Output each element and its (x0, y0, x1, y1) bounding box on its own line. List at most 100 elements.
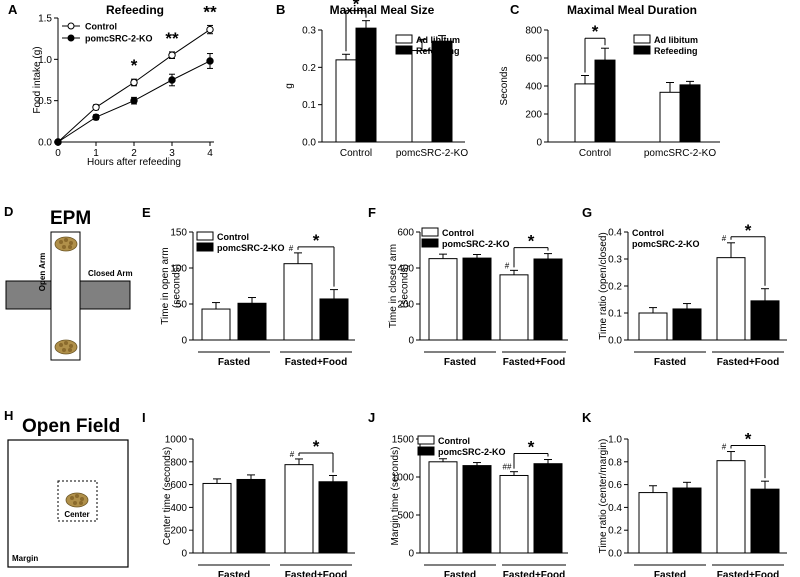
legend-label: Refeeding (416, 46, 460, 56)
legend-marker (67, 34, 75, 42)
y-tick-label: 0.5 (38, 96, 52, 107)
y-axis-label: Food intake (g) (32, 46, 43, 113)
y-tick-label: 0.8 (608, 457, 622, 468)
food-crumb (62, 348, 66, 352)
y-tick-label: 0.2 (302, 63, 316, 74)
food-crumb (70, 496, 74, 500)
chart-title: Refeeding (106, 3, 164, 17)
y-tick-label: 0 (408, 336, 414, 347)
y-tick-label: 200 (397, 300, 414, 311)
y-tick-label: 0.2 (608, 526, 622, 537)
legend-label: Control (632, 228, 664, 238)
bar-ko (237, 302, 267, 341)
significance-marker: * (131, 56, 138, 75)
y-tick-label: 0.1 (608, 309, 622, 320)
x-tick-label: 2 (131, 148, 137, 159)
hash-marker: # (722, 234, 727, 243)
significance-marker: ** (165, 29, 179, 48)
bar-ko (236, 478, 266, 554)
category-label: Fasted (444, 357, 476, 368)
food-crumb (59, 240, 63, 244)
y-tick-label: 1000 (165, 435, 188, 446)
bar-control (411, 50, 433, 143)
y-tick-label: 600 (170, 480, 187, 491)
closed-arm-label: Closed Arm (88, 269, 133, 278)
legend-swatch (417, 446, 435, 456)
bar-control (428, 258, 458, 341)
panel-label: K (582, 410, 592, 425)
y-axis-label: Margin time (seconds) (390, 447, 401, 546)
legend-label: Ad libitum (416, 35, 460, 45)
y-axis-label: Center time (seconds) (162, 447, 173, 545)
bar-ko (672, 308, 702, 341)
bar-control (638, 312, 668, 341)
legend-label: Control (438, 436, 470, 446)
y-tick-label: 0.0 (38, 138, 52, 149)
open-arm-label: Open Arm (38, 253, 47, 291)
bar-control (638, 492, 668, 554)
bar-ko (750, 300, 780, 341)
hash-marker: # (505, 261, 510, 270)
open-arm (50, 231, 81, 361)
data-point (168, 51, 176, 59)
data-point (92, 103, 100, 111)
y-tick-label: 150 (170, 228, 187, 239)
panel-label: D (4, 204, 13, 219)
category-label: Fasted+Food (717, 357, 780, 368)
x-tick-label: 1 (93, 148, 99, 159)
bar-control (716, 257, 746, 341)
legend-swatch (196, 242, 214, 252)
bar-ko (594, 59, 616, 143)
panel-e: E 0 50 100 150 Time in open arm(seconds) Faste… (142, 205, 355, 368)
food-crumb (68, 245, 72, 249)
data-point (130, 78, 138, 87)
panel-a: A Refeeding 0.0 0.5 1.0 1.5 0 1 2 3 4 Hours after r… (8, 2, 217, 168)
food-pellet-icon (65, 492, 89, 508)
y-tick-label: 200 (525, 110, 542, 121)
bar-ko (672, 487, 702, 554)
food-crumb (64, 341, 68, 345)
y-tick-label: 500 (397, 511, 414, 522)
bar-ko (679, 84, 701, 143)
bar-control (428, 461, 458, 554)
x-tick-label: 3 (169, 148, 175, 159)
bar-control (574, 83, 596, 143)
y-axis-label: Time in closed arm(seconds) (388, 244, 411, 328)
panel-c: C Maximal Meal Duration 0 200 400 600 800 Secon… (499, 2, 720, 159)
food-crumb (59, 343, 63, 347)
y-tick-label: 0 (181, 549, 187, 560)
food-crumb (69, 241, 73, 245)
y-tick-label: 0.3 (608, 255, 622, 266)
bar-control (283, 263, 313, 341)
data-point (92, 113, 100, 121)
significance-marker: * (353, 0, 360, 14)
panel-label: F (368, 205, 376, 220)
food-pellet-icon (54, 339, 78, 355)
category-label: Control (579, 148, 611, 159)
y-tick-label: 0.4 (608, 228, 622, 239)
x-tick-label: 0 (55, 148, 61, 159)
y-tick-label: 600 (525, 54, 542, 65)
food-crumb (75, 494, 79, 498)
x-tick-label: 4 (207, 148, 213, 159)
panel-b: B Maximal Meal Size 0.0 0.1 0.2 0.3 g Control po… (276, 0, 468, 159)
hash-marker: # (289, 244, 294, 253)
y-tick-label: 100 (170, 264, 187, 275)
y-axis-label: Time ratio (open/closed) (598, 232, 609, 339)
y-tick-label: 0.1 (302, 100, 316, 111)
legend-label: Control (442, 228, 474, 238)
y-tick-label: 0.2 (608, 282, 622, 293)
significance-marker: ** (203, 2, 217, 21)
bar-ko (750, 488, 780, 554)
y-axis-label: Time in open arm(seconds) (160, 247, 183, 324)
bar-ko (319, 298, 349, 341)
center-zone (57, 480, 98, 522)
significance-marker: * (592, 22, 599, 41)
legend-marker (67, 22, 75, 30)
legend-label: pomcSRC-2-KO (632, 239, 700, 249)
y-tick-label: 400 (525, 82, 542, 93)
bar-control (716, 460, 746, 554)
panel-f: F 0 200 400 600 Time in closed arm(seconds) Fa… (368, 205, 568, 368)
food-crumb (64, 238, 68, 242)
